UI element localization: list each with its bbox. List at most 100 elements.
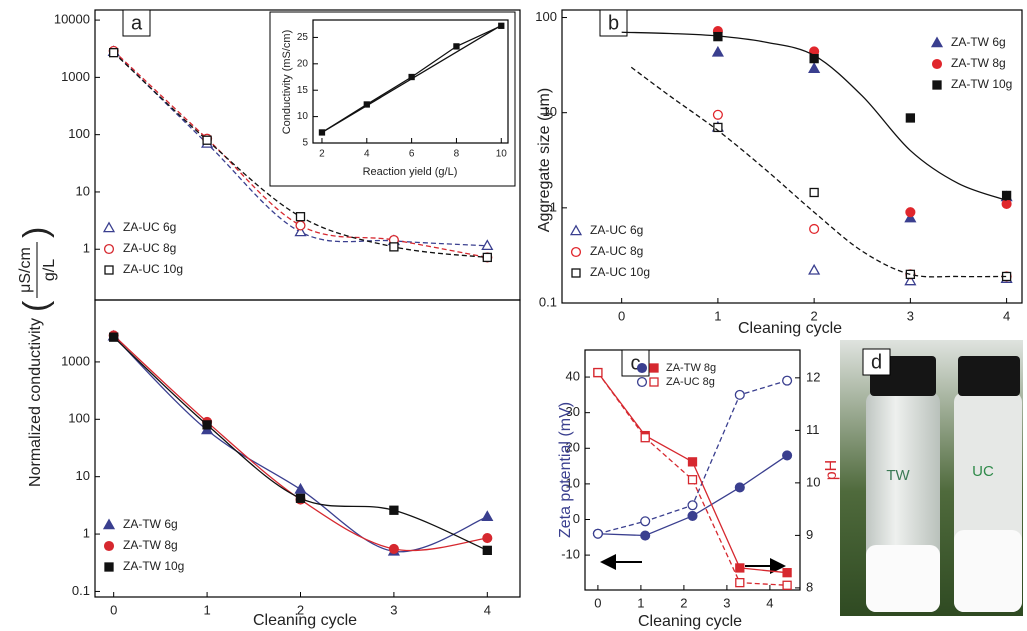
legend-marker	[104, 562, 114, 572]
legend-label: ZA-UC 10g	[590, 265, 650, 279]
y2-tick-label: 8	[806, 579, 813, 594]
x-tick-label: 2	[297, 602, 304, 617]
y2-tick-label: 10	[806, 474, 820, 489]
plot-frame	[312, 19, 509, 144]
legend-marker	[102, 518, 116, 530]
y2-tick-label: 12	[806, 369, 820, 384]
legend-label: ZA-TW 10g	[123, 559, 184, 573]
y-tick-label: 100	[535, 9, 557, 24]
x-tick-label: 2	[680, 595, 687, 610]
y-tick-label: 100	[68, 126, 90, 141]
y-tick-label: 10	[543, 104, 557, 119]
legend-label: ZA-UC 6g	[590, 223, 643, 237]
legend-marker	[636, 376, 648, 388]
y-tick-label: 10	[566, 475, 580, 490]
marker	[640, 516, 651, 527]
legend-label: ZA-UC 8g	[666, 376, 715, 388]
marker	[482, 545, 492, 556]
y-tick-label: 1	[550, 199, 557, 214]
cap	[958, 356, 1020, 396]
legend-label: ZA-TW 8g	[951, 56, 1006, 70]
x-tick-label: 1	[637, 595, 644, 610]
y-axis-label: Aggregate size (μm)	[536, 88, 553, 232]
vial-label: TW	[886, 467, 910, 484]
marker	[481, 510, 494, 522]
panel-label: b	[608, 12, 619, 34]
plot-frame	[561, 9, 1023, 304]
series-line	[321, 24, 502, 133]
panel-label-box	[122, 9, 151, 37]
legend-marker	[571, 268, 581, 278]
x-tick-label: 6	[409, 149, 415, 160]
marker	[294, 225, 307, 237]
marker	[295, 212, 306, 222]
legend-marker	[102, 221, 116, 233]
x-axis-label: Cleaning cycle	[638, 613, 742, 630]
marker	[294, 482, 307, 494]
plot-frame	[94, 299, 521, 598]
panel-label-box	[862, 348, 891, 376]
y-tick-label: 40	[566, 368, 580, 383]
y-axis-label-denominator: g/L	[41, 259, 58, 281]
x-axis-label: Cleaning cycle	[253, 612, 357, 629]
series-line	[597, 380, 788, 535]
series-line	[597, 372, 788, 586]
y-axis-label: Normalized conductivity ( μS/cm g/L )	[17, 227, 58, 487]
vial-label: UC	[972, 463, 994, 480]
marker	[389, 242, 399, 252]
x-tick-label: 3	[907, 308, 914, 323]
y-tick-label: 10000	[54, 12, 90, 27]
legend-marker	[649, 377, 659, 387]
legend-label: ZA-UC 6g	[123, 220, 176, 234]
y-tick-label: -10	[561, 547, 580, 562]
legend-label: ZA-UC 8g	[123, 241, 176, 255]
y-tick-label: 10	[76, 468, 90, 483]
y-axis-label-numerator: μS/cm	[17, 247, 34, 293]
x-tick-label: 4	[364, 149, 370, 160]
marker	[640, 433, 650, 443]
legend-label: ZA-TW 6g	[951, 35, 1006, 49]
panel-label: d	[871, 351, 882, 373]
marker	[687, 500, 698, 511]
y-tick-label: 0.1	[72, 583, 90, 598]
marker	[809, 223, 820, 235]
marker	[453, 43, 460, 50]
y-tick-label: 1000	[61, 69, 90, 84]
marker	[713, 122, 723, 133]
x-axis-label: Cleaning cycle	[738, 320, 842, 337]
panel-label: a	[131, 12, 143, 34]
marker	[734, 389, 745, 400]
y-tick-label: 1	[83, 241, 90, 256]
photo: TW UC d	[840, 340, 1023, 616]
y-tick-label: 1000	[61, 353, 90, 368]
marker	[905, 207, 916, 218]
series-line	[113, 51, 488, 247]
marker	[1001, 198, 1012, 209]
legend-marker	[103, 243, 115, 255]
series-line	[113, 52, 488, 259]
y-axis-label: Zeta potential (mV)	[557, 402, 574, 538]
series-line	[113, 50, 488, 259]
legend-marker	[931, 58, 943, 70]
y2-tick-label: 9	[806, 527, 813, 542]
marker	[109, 48, 119, 58]
y2-axis-label: pH	[823, 460, 840, 480]
marker	[593, 367, 603, 378]
series-line	[621, 31, 1007, 201]
x-tick-label: 4	[1003, 308, 1010, 323]
marker	[592, 528, 603, 539]
marker	[735, 563, 745, 573]
marker	[904, 274, 917, 286]
marker	[712, 109, 723, 120]
y-tick-label: 20	[566, 440, 580, 455]
y-tick-label: 5	[302, 138, 308, 149]
marker	[808, 62, 821, 73]
x-tick-label: 0	[110, 602, 117, 617]
x-axis-label: Reaction yield (g/L)	[363, 166, 458, 178]
marker	[687, 510, 698, 521]
sediment	[954, 530, 1022, 612]
marker	[481, 239, 494, 251]
series-line	[597, 372, 788, 574]
y-tick-label: 0.1	[539, 294, 557, 309]
